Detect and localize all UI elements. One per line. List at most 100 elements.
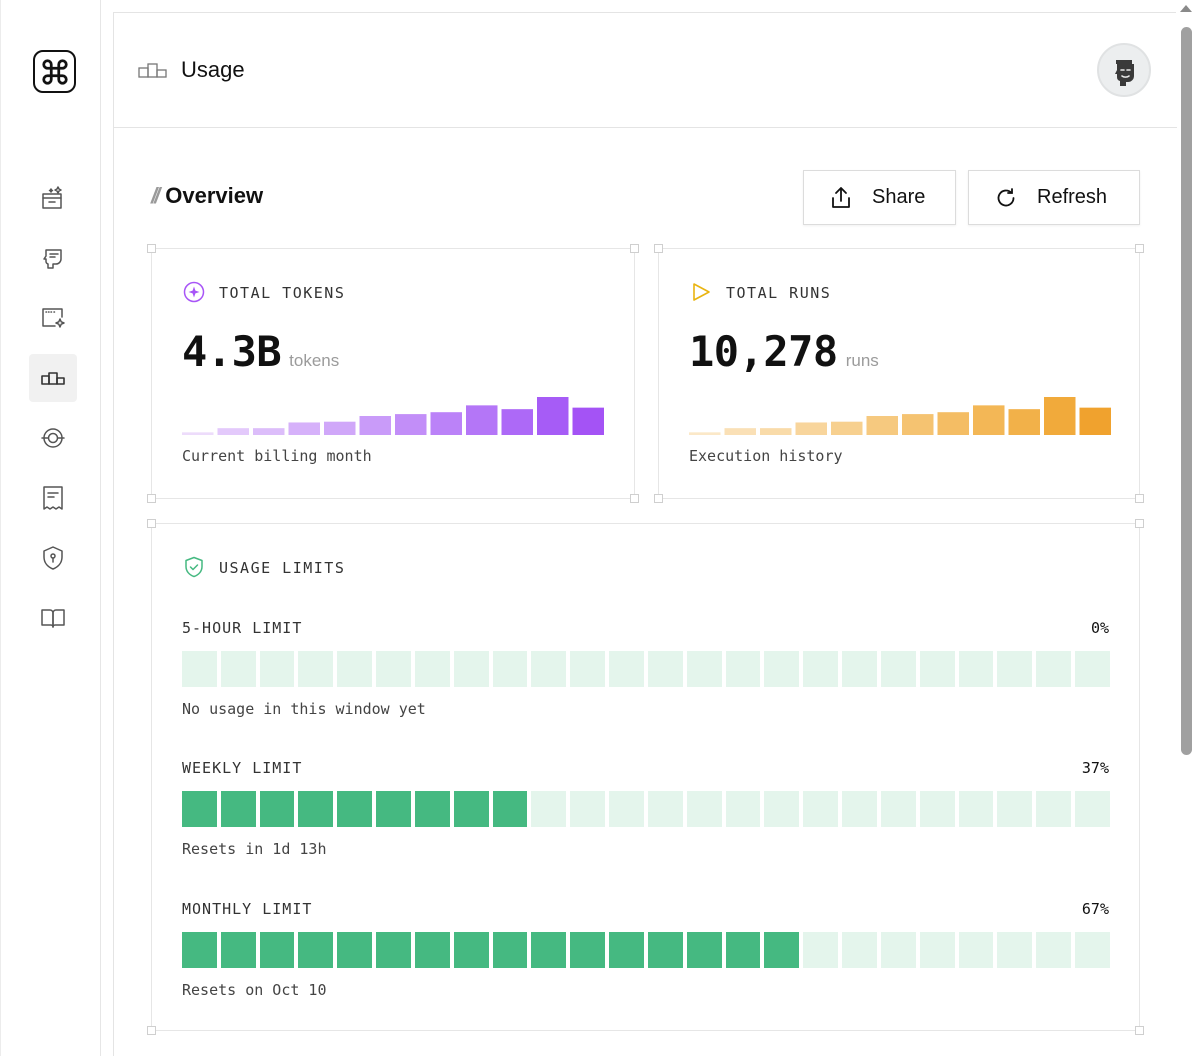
refresh-icon	[997, 187, 1015, 206]
progress-segment	[686, 932, 722, 968]
progress-segment	[531, 932, 567, 968]
progress-segment	[337, 651, 373, 687]
refresh-button[interactable]: Refresh	[968, 170, 1140, 225]
limit-note: No usage in this window yet	[182, 700, 426, 718]
spark-bar	[973, 405, 1005, 435]
progress-segment	[764, 791, 800, 827]
runs-unit: runs	[845, 351, 879, 370]
spark-bar	[1008, 409, 1040, 435]
spark-bar	[430, 412, 462, 435]
card-corner	[1135, 1026, 1144, 1035]
sidebar-item-projects[interactable]	[29, 174, 77, 222]
limit-percent: 37%	[1081, 759, 1109, 777]
spark-bar	[288, 422, 320, 435]
sidebar-item-integrations[interactable]	[29, 414, 77, 462]
book-icon	[41, 609, 65, 628]
spark-bar	[395, 414, 427, 435]
sidebar-item-playground[interactable]	[29, 294, 77, 342]
progress-segment	[376, 932, 411, 968]
progress-segment	[958, 651, 994, 687]
progress-segment	[609, 932, 644, 968]
progress-segment	[1036, 791, 1072, 827]
progress-segment	[182, 791, 217, 827]
card-corner	[1135, 244, 1144, 253]
share-button-label: Share	[872, 186, 926, 208]
spark-bar	[689, 432, 721, 435]
progress-segment	[298, 791, 334, 827]
progress-segment	[182, 651, 217, 687]
avatar[interactable]	[1097, 43, 1151, 97]
command-logo-icon[interactable]	[33, 50, 76, 93]
window-sparkle-icon	[42, 308, 65, 328]
total-runs-card: TOTAL RUNS 10,278 runs Execution history	[654, 244, 1144, 503]
progress-segment	[842, 932, 877, 968]
progress-segment	[570, 932, 606, 968]
progress-segment	[298, 651, 334, 687]
progress-segment	[492, 651, 528, 687]
limit-progress-weekly	[182, 791, 1110, 827]
share-button[interactable]: Share	[803, 170, 956, 225]
progress-segment	[725, 791, 761, 827]
spark-bar	[359, 416, 391, 435]
sidebar-item-usage[interactable]	[29, 354, 77, 402]
sidebar-item-billing[interactable]	[29, 474, 77, 522]
progress-segment	[1075, 791, 1110, 827]
progress-segment	[492, 791, 528, 827]
progress-segment	[492, 932, 528, 968]
limit-progress-monthly	[182, 932, 1110, 968]
progress-segment	[298, 932, 334, 968]
section-title-text: Overview	[165, 183, 264, 208]
progress-segment	[647, 791, 683, 827]
sidebar-item-security[interactable]	[29, 534, 77, 582]
card-corner	[1135, 519, 1144, 528]
spark-bar	[724, 428, 756, 435]
progress-segment	[842, 791, 877, 827]
progress-segment	[453, 932, 489, 968]
total-tokens-card: TOTAL TOKENS 4.3B tokens Current billing …	[147, 244, 639, 503]
spark-bar	[795, 422, 827, 435]
runs-value: 10,278	[689, 327, 838, 376]
spark-bar	[866, 416, 898, 435]
robot-face-icon	[1115, 60, 1134, 86]
scrollbar-thumb[interactable]	[1181, 27, 1192, 755]
refresh-button-label: Refresh	[1037, 186, 1108, 208]
progress-segment	[803, 932, 839, 968]
limit-name: MONTHLY LIMIT	[182, 900, 313, 918]
progress-segment	[376, 651, 411, 687]
spark-bar	[324, 421, 356, 435]
progress-segment	[997, 791, 1033, 827]
scroll-up-arrow-icon[interactable]	[1180, 5, 1192, 12]
progress-segment	[609, 791, 644, 827]
progress-segment	[376, 791, 411, 827]
card-corner	[147, 494, 156, 503]
spark-bar	[1044, 397, 1076, 435]
sidebar-item-agents[interactable]	[29, 234, 77, 282]
usage-limits-card: USAGE LIMITS 5-HOUR LIMIT 0% No usage in…	[147, 519, 1144, 1035]
progress-segment	[337, 791, 373, 827]
card-corner	[630, 494, 639, 503]
card-label: TOTAL RUNS	[726, 284, 832, 302]
card-label: TOTAL TOKENS	[219, 284, 346, 302]
card-value: 10,278 runs	[689, 327, 879, 376]
progress-segment	[1075, 651, 1110, 687]
runs-bar-chart	[689, 397, 1111, 435]
receipt-icon	[43, 486, 63, 510]
progress-segment	[725, 651, 761, 687]
sidebar-item-docs[interactable]	[29, 594, 77, 642]
shield-check-icon	[185, 556, 203, 578]
progress-segment	[609, 651, 644, 687]
limit-progress-5-hour	[182, 651, 1110, 687]
progress-segment	[414, 791, 450, 827]
shield-lock-icon	[43, 546, 63, 570]
progress-segment	[1036, 651, 1072, 687]
main-panel: Usage //Overview Share Refresh	[113, 12, 1177, 1056]
progress-segment	[958, 932, 994, 968]
progress-segment	[414, 932, 450, 968]
spark-bar	[217, 428, 249, 435]
progress-segment	[764, 932, 800, 968]
limit-percent: 67%	[1081, 900, 1109, 918]
card-corner	[654, 244, 663, 253]
sparkle-circle-icon	[183, 281, 205, 303]
limit-name: 5-HOUR LIMIT	[182, 619, 303, 637]
progress-segment	[453, 791, 489, 827]
